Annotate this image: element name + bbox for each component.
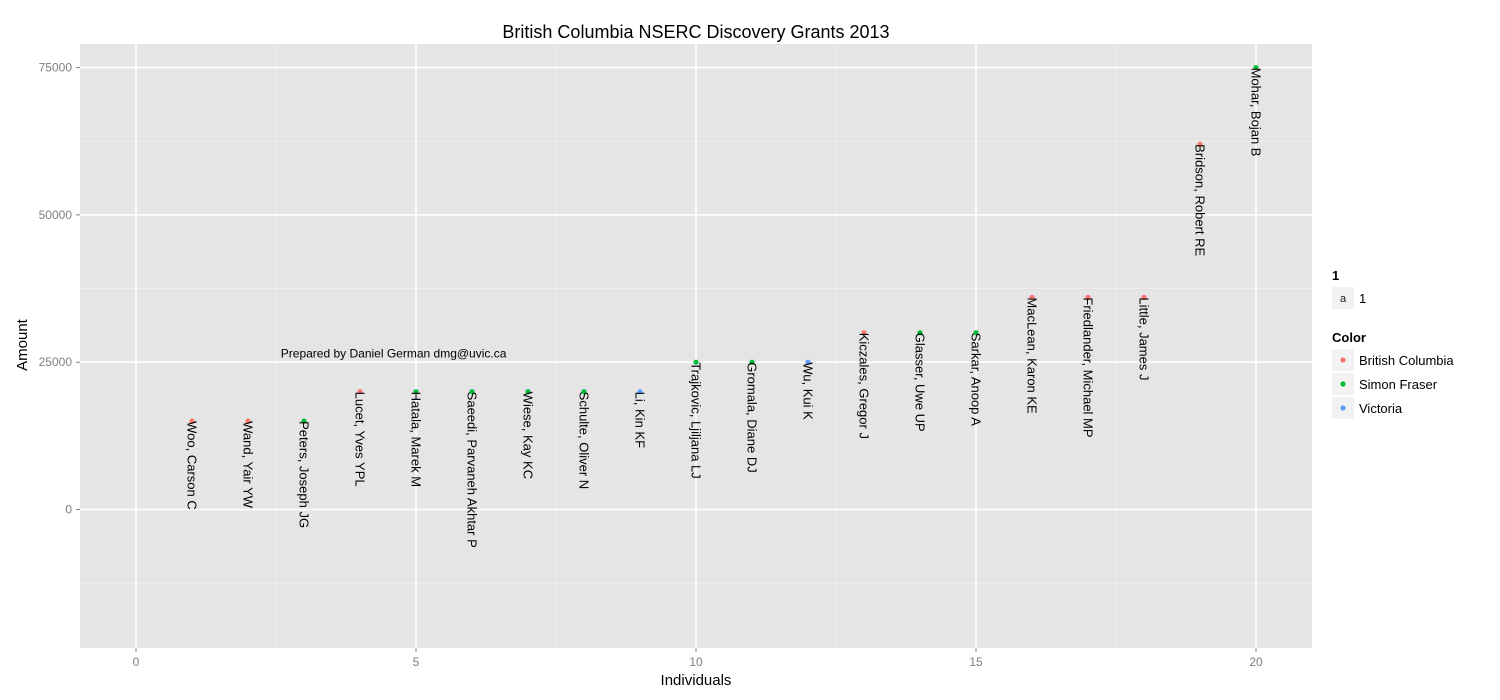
data-point — [805, 359, 811, 365]
data-points — [189, 64, 1259, 424]
annotation-text: Prepared by Daniel German dmg@uvic.ca — [281, 346, 507, 360]
point-label: Bridson, Robert RE — [1193, 144, 1208, 256]
data-point — [245, 418, 251, 424]
x-tick-label: 10 — [689, 655, 703, 669]
point-label: Peters, Joseph JG — [297, 421, 312, 528]
point-label: Wand, Yair YW — [241, 421, 256, 509]
legend-entry-label: Simon Fraser — [1359, 377, 1438, 392]
data-point — [1085, 294, 1091, 300]
chart-title: British Columbia NSERC Discovery Grants … — [502, 22, 889, 42]
point-label: Wiese, Kay KC — [521, 392, 536, 479]
data-point — [525, 389, 531, 395]
y-axis-ticks: 0 25000 50000 75000 — [39, 61, 80, 517]
data-point — [1197, 141, 1203, 147]
data-point — [1253, 64, 1259, 71]
point-labels: Woo, Carson C Wand, Yair YW Peters, Joseph… — [185, 68, 1264, 548]
data-point — [413, 389, 419, 395]
x-tick-label: 0 — [133, 655, 140, 669]
legend-size-title: 1 — [1332, 268, 1339, 283]
point-label: Sarkar, Anoop A — [969, 333, 984, 427]
legend-color-title: Color — [1332, 330, 1366, 345]
y-tick-label: 25000 — [39, 355, 73, 369]
point-label: Schulte, Oliver N — [577, 392, 592, 490]
legend-color-swatch — [1340, 357, 1346, 363]
legend-color-swatch — [1340, 381, 1346, 387]
point-label: Li, Kin KF — [633, 392, 648, 448]
point-label: Kiczales, Gregor J — [857, 333, 872, 439]
data-point — [693, 359, 699, 365]
data-point — [469, 389, 475, 395]
point-label: Woo, Carson C — [185, 421, 200, 510]
legend-entry-label: British Columbia — [1359, 353, 1454, 368]
x-tick-label: 15 — [969, 655, 983, 669]
x-tick-label: 5 — [413, 655, 420, 669]
y-tick-label: 75000 — [39, 61, 73, 75]
y-axis-title: Amount — [14, 318, 31, 371]
point-label: Friedlander, Michael MP — [1081, 297, 1096, 437]
point-label: Hatala, Marek M — [409, 392, 424, 487]
point-label: Lucet, Yves YPL — [353, 392, 368, 487]
legend-entry-label: Victoria — [1359, 401, 1403, 416]
data-point — [189, 418, 195, 424]
legend-size-key — [1332, 287, 1354, 309]
legend-size-label: 1 — [1359, 291, 1366, 306]
data-point — [749, 359, 755, 365]
x-axis-ticks: 0 5 10 15 20 — [133, 648, 1263, 669]
legend-color-entries: British Columbia Simon Fraser Victoria — [1332, 349, 1454, 419]
x-axis-title: Individuals — [661, 672, 732, 689]
legend-size-key-glyph: a — [1340, 293, 1347, 305]
data-point — [581, 389, 587, 395]
legend: 1 a 1 Color British Columbia Simon Fraser… — [1332, 268, 1454, 419]
data-point — [973, 330, 979, 336]
data-point — [637, 389, 643, 395]
legend-color-swatch — [1340, 405, 1346, 411]
y-tick-label: 50000 — [39, 208, 73, 222]
data-point — [357, 389, 363, 395]
data-point — [301, 418, 307, 424]
point-label: Saeedi, Parvaneh Akhtar P — [465, 392, 480, 548]
point-label: Little, James J — [1137, 297, 1152, 380]
data-point — [917, 330, 923, 336]
point-label: Mohar, Bojan B — [1249, 68, 1264, 157]
y-tick-label: 0 — [65, 503, 72, 517]
data-point — [1029, 294, 1035, 300]
data-point — [861, 330, 867, 336]
point-label: Wu, Kui K — [801, 362, 816, 420]
x-tick-label: 20 — [1249, 655, 1263, 669]
point-label: Trajkovic, Ljiljana LJ — [689, 362, 704, 479]
data-point — [1141, 294, 1147, 300]
point-label: Gromala, Diane DJ — [745, 362, 760, 473]
point-label: Glasser, Uwe UP — [913, 333, 928, 432]
point-label: MacLean, Karon KE — [1025, 297, 1040, 414]
